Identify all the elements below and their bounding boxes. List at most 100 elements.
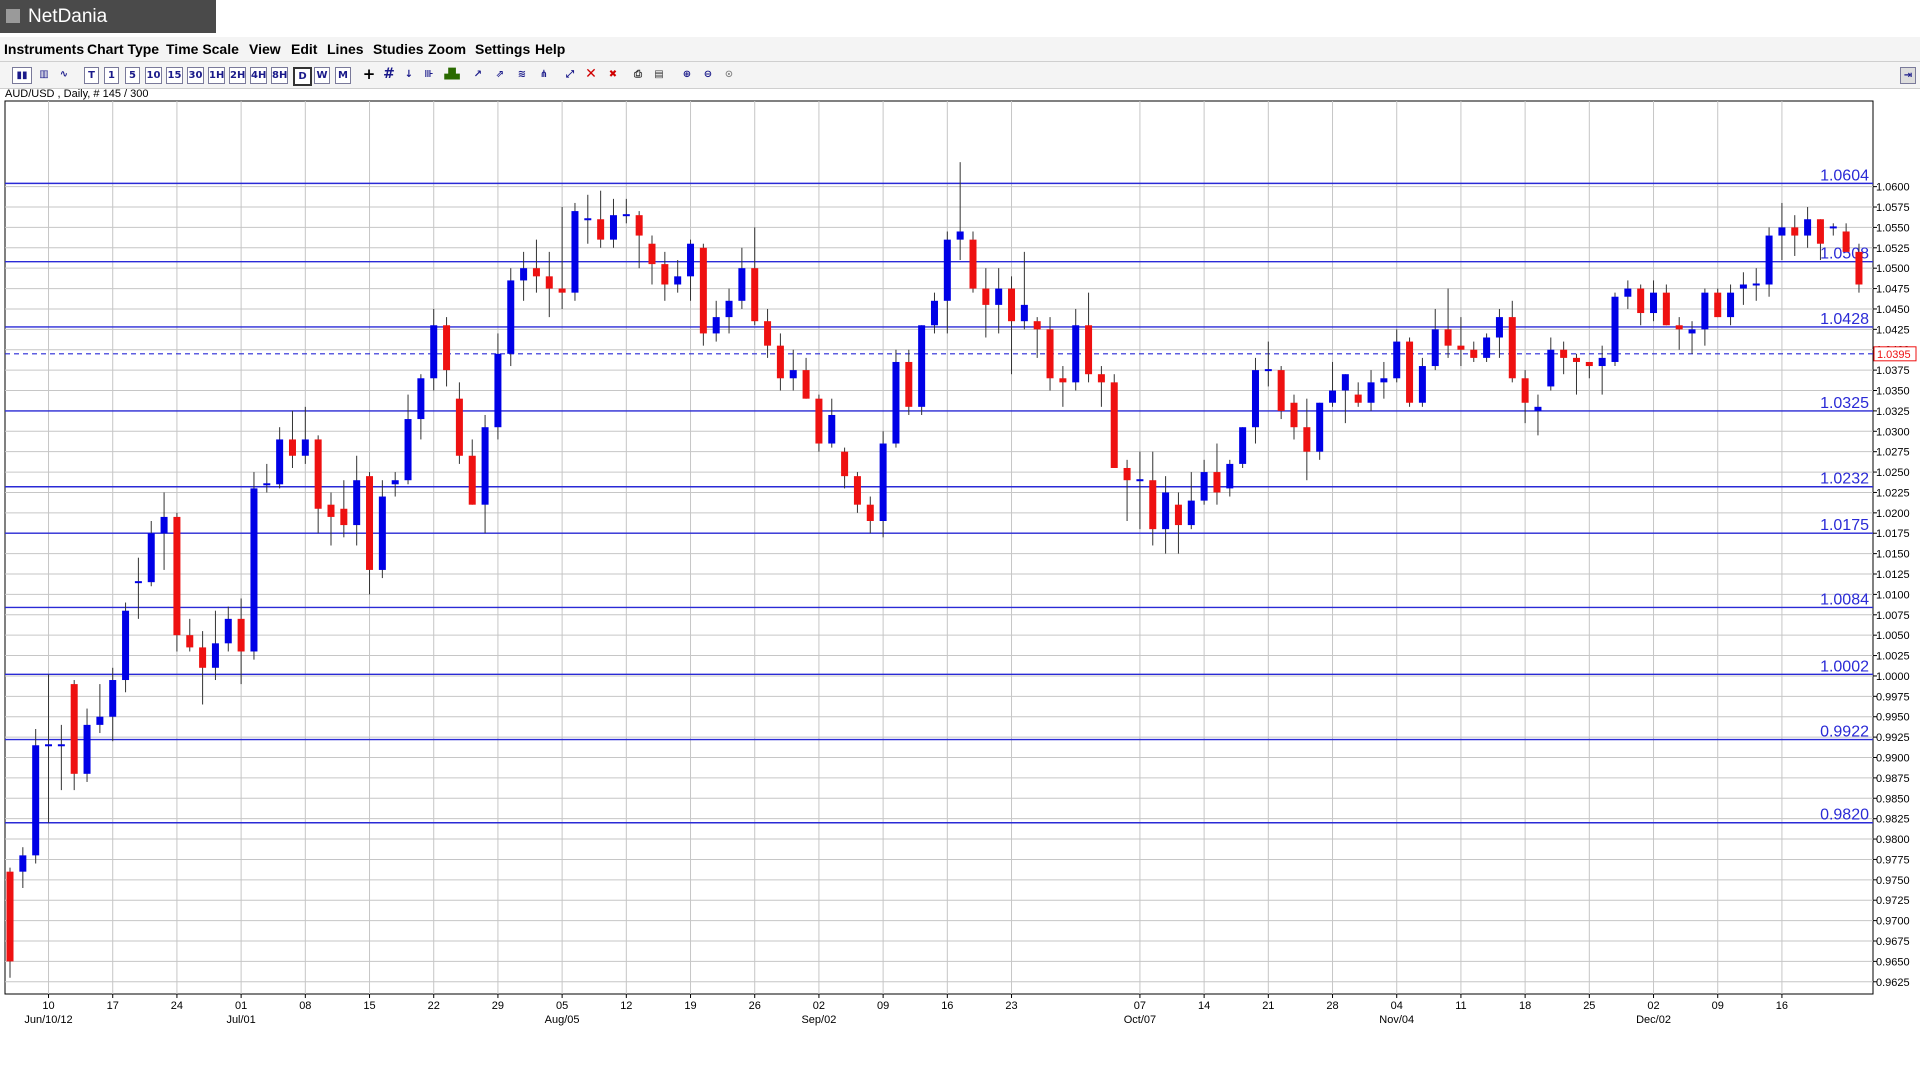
grid-icon[interactable]: # bbox=[383, 66, 395, 82]
y-axis: 0.9625 0.9650 0.9675 0.9700 0.9725 0.9750 0.97… bbox=[1873, 182, 1917, 989]
candle-body bbox=[1136, 479, 1144, 482]
bar-style-icon[interactable]: ⊪ bbox=[424, 69, 434, 80]
menu-instruments[interactable]: Instruments bbox=[4, 41, 85, 57]
x-tick-label: 04 bbox=[1391, 1000, 1403, 1012]
y-tick-label: 0.9775 bbox=[1876, 854, 1910, 866]
candle-body bbox=[147, 533, 155, 583]
candle-body bbox=[340, 508, 348, 526]
x-tick-label: 21 bbox=[1262, 1000, 1274, 1012]
x-tick-label: 15 bbox=[363, 1000, 375, 1012]
crosshair-icon[interactable]: + bbox=[362, 65, 376, 83]
bar-chart-icon[interactable]: ▥ bbox=[39, 69, 49, 80]
timeframe-1h-button[interactable]: 1H bbox=[208, 67, 225, 84]
x-tick-label: 18 bbox=[1519, 1000, 1531, 1012]
fibonacci-icon[interactable]: ≋ bbox=[517, 69, 527, 80]
menu-lines[interactable]: Lines bbox=[327, 41, 364, 57]
print-preview-icon[interactable]: ▤ bbox=[654, 69, 664, 80]
y-tick-label: 0.9875 bbox=[1876, 773, 1910, 785]
candle-body bbox=[1637, 288, 1645, 314]
x-tick-label: 14 bbox=[1198, 1000, 1210, 1012]
y-tick-label: 1.0475 bbox=[1876, 284, 1910, 296]
menu-zoom[interactable]: Zoom bbox=[428, 41, 467, 57]
x-month-label: Dec/02 bbox=[1636, 1014, 1671, 1026]
candle-body bbox=[1251, 370, 1259, 428]
candle-body bbox=[1200, 472, 1208, 501]
candle-chart-icon[interactable]: ▮▮ bbox=[12, 67, 32, 84]
x-tick-label: 02 bbox=[1647, 1000, 1659, 1012]
y-tick-label: 0.9750 bbox=[1876, 875, 1910, 887]
timeframe-tick-button[interactable]: T bbox=[84, 67, 99, 84]
candle-body bbox=[1547, 349, 1555, 387]
x-tick-label: 02 bbox=[813, 1000, 825, 1012]
zoom-out-icon[interactable]: ⊖ bbox=[703, 69, 713, 80]
candle-body bbox=[211, 643, 219, 668]
x-tick-label: 09 bbox=[877, 1000, 889, 1012]
channel-icon[interactable]: ⇗ bbox=[495, 69, 505, 80]
line-chart-icon[interactable]: ∿ bbox=[59, 69, 69, 80]
draw-lines-icon[interactable]: ⤢ bbox=[566, 69, 574, 80]
candle-body bbox=[648, 243, 656, 265]
y-tick-label: 1.0050 bbox=[1876, 630, 1910, 642]
candles bbox=[6, 162, 1863, 978]
timeframe-daily-button[interactable]: D bbox=[293, 67, 312, 86]
y-tick-label: 1.0400 bbox=[1876, 345, 1910, 357]
candle-body bbox=[622, 214, 630, 217]
candle-body bbox=[1444, 329, 1452, 346]
timeframe-1m-button[interactable]: 1 bbox=[104, 67, 119, 84]
trendline-icon[interactable]: ↗ bbox=[473, 69, 483, 80]
timeframe-30m-button[interactable]: 30 bbox=[187, 67, 204, 84]
timeframe-15m-button[interactable]: 15 bbox=[166, 67, 183, 84]
menu-bar: Instruments Chart Type Time Scale View E… bbox=[0, 37, 1920, 62]
timeframe-8h-button[interactable]: 8H bbox=[271, 67, 288, 84]
candle-body bbox=[250, 488, 258, 652]
timeframe-weekly-button[interactable]: W bbox=[314, 67, 330, 84]
level-label: 1.0084 bbox=[1820, 591, 1869, 608]
delete-all-icon[interactable]: ✖ bbox=[608, 69, 618, 80]
menu-edit[interactable]: Edit bbox=[291, 41, 318, 57]
menu-chart-type[interactable]: Chart Type bbox=[87, 41, 160, 57]
y-tick-label: 1.0575 bbox=[1876, 202, 1910, 214]
volume-icon[interactable]: ▟▙ bbox=[444, 69, 460, 80]
app-title-tab[interactable]: NetDania FinanceChart bbox=[0, 0, 216, 60]
print-icon[interactable]: ⎙ bbox=[634, 69, 642, 80]
arrow-down-icon[interactable]: ↓ bbox=[404, 69, 414, 80]
candle-body bbox=[956, 231, 964, 240]
menu-view[interactable]: View bbox=[249, 41, 281, 57]
candle-body bbox=[1174, 504, 1182, 526]
x-tick-label: 08 bbox=[299, 1000, 311, 1012]
candle-body bbox=[1624, 288, 1632, 297]
candle-body bbox=[6, 871, 14, 962]
panel-toggle-icon[interactable]: ⇥ bbox=[1900, 67, 1916, 84]
candle-body bbox=[1187, 500, 1195, 526]
x-tick-label: 23 bbox=[1005, 1000, 1017, 1012]
level-label: 1.0428 bbox=[1820, 311, 1869, 328]
candle-body bbox=[841, 451, 849, 477]
candle-body bbox=[353, 480, 361, 526]
y-tick-label: 1.0200 bbox=[1876, 508, 1910, 520]
timeframe-2h-button[interactable]: 2H bbox=[229, 67, 246, 84]
pitchfork-icon[interactable]: ⋔ bbox=[539, 69, 549, 80]
timeframe-10m-button[interactable]: 10 bbox=[145, 67, 162, 84]
x-tick-label: 16 bbox=[1776, 1000, 1788, 1012]
timeframe-5m-button[interactable]: 5 bbox=[125, 67, 140, 84]
menu-studies[interactable]: Studies bbox=[373, 41, 424, 57]
candle-body bbox=[1431, 329, 1439, 367]
candle-body bbox=[1739, 284, 1747, 289]
menu-settings[interactable]: Settings bbox=[475, 41, 531, 57]
candle-body bbox=[417, 378, 425, 420]
timeframe-4h-button[interactable]: 4H bbox=[250, 67, 267, 84]
zoom-in-icon[interactable]: ⊕ bbox=[682, 69, 692, 80]
candle-body bbox=[1752, 283, 1760, 286]
menu-help[interactable]: Help bbox=[535, 41, 566, 57]
y-tick-label: 1.0550 bbox=[1876, 222, 1910, 234]
zoom-reset-icon[interactable]: ⊙ bbox=[724, 69, 734, 80]
timeframe-monthly-button[interactable]: M bbox=[335, 67, 351, 84]
delete-icon[interactable]: ✕ bbox=[585, 66, 597, 82]
menu-time-scale[interactable]: Time Scale bbox=[166, 41, 239, 57]
level-label: 1.0232 bbox=[1820, 471, 1869, 488]
x-tick-label: 28 bbox=[1326, 1000, 1338, 1012]
x-month-label: Jul/01 bbox=[226, 1014, 255, 1026]
y-tick-label: 0.9675 bbox=[1876, 936, 1910, 948]
candle-body bbox=[1149, 480, 1157, 530]
